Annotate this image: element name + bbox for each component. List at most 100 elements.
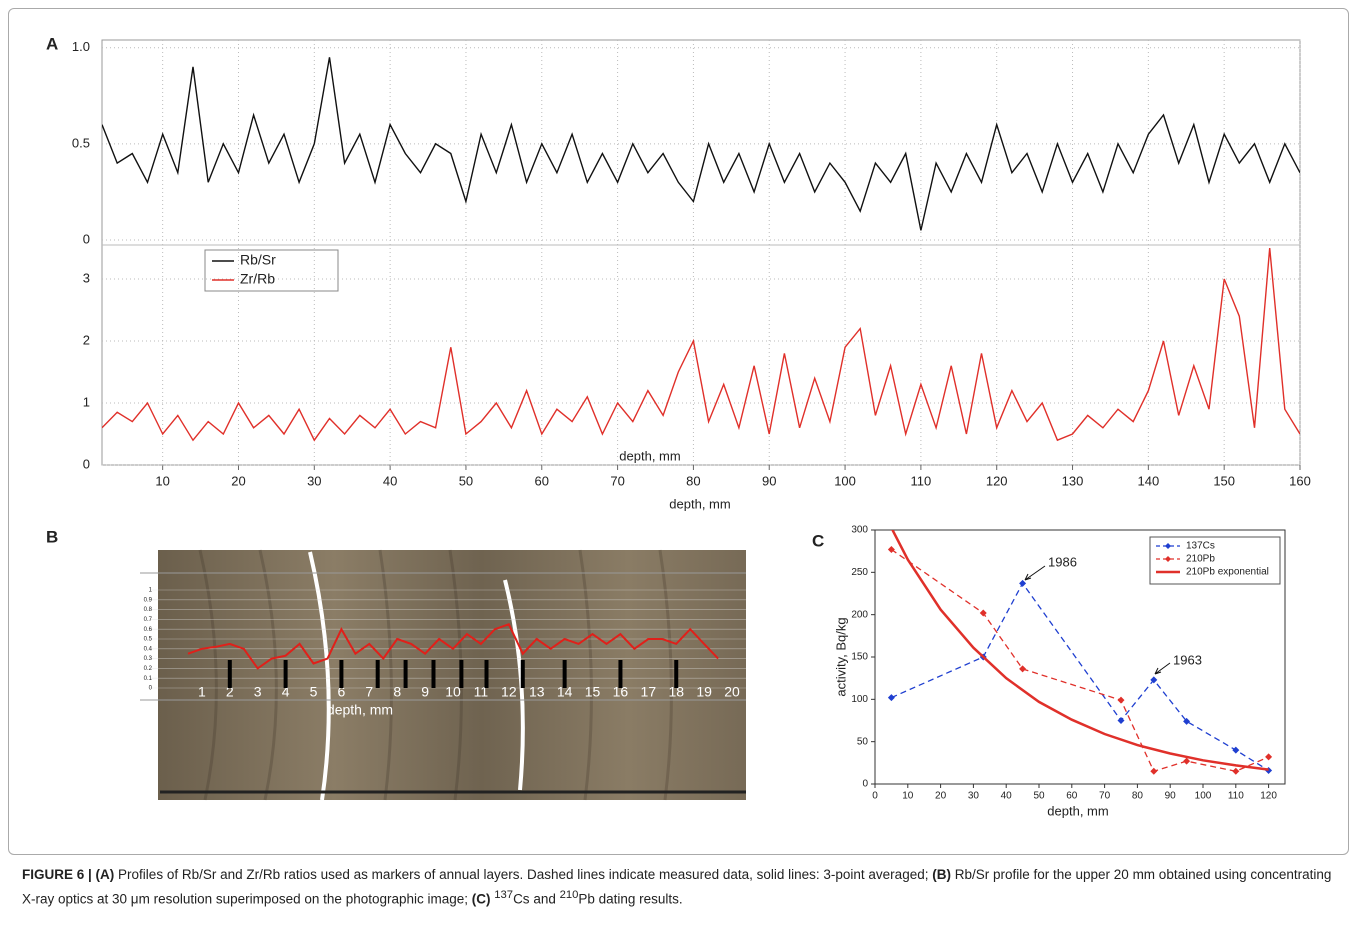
annotation-arrow	[1024, 565, 1046, 581]
layer-marker	[403, 660, 408, 688]
y-tick-label: 150	[851, 652, 868, 663]
x-tick-label: 9	[421, 684, 429, 700]
y-tick-label: 250	[851, 567, 868, 578]
layer-marker	[674, 660, 679, 688]
annotation: 1963	[1173, 652, 1202, 667]
x-tick-label: 10	[155, 473, 169, 488]
data-line	[102, 57, 1300, 231]
x-tick-label: 6	[338, 684, 346, 700]
x-tick-label: 16	[613, 684, 629, 700]
y-tick-label: 0	[83, 231, 90, 246]
x-tick-label: 10	[445, 684, 461, 700]
panel-label: B	[46, 527, 58, 546]
data-point	[1150, 676, 1158, 684]
y-tick-label: 0.2	[144, 666, 153, 672]
caption-sup: 210	[559, 889, 579, 901]
caption-part: (A)	[95, 867, 115, 882]
legend-label: 210Pb	[1186, 554, 1215, 565]
x-tick-label: 130	[1062, 473, 1084, 488]
data-point	[1019, 579, 1027, 587]
y-tick-label: 100	[851, 694, 868, 705]
data-point	[1117, 717, 1125, 724]
caption-part: (C)	[471, 891, 495, 907]
legend-marker	[1165, 543, 1171, 549]
y-tick-label: 0.8	[144, 607, 153, 613]
plot-area	[887, 530, 1273, 775]
annotation-arrow	[1154, 662, 1171, 675]
y-tick-label: 0.4	[144, 646, 153, 652]
x-tick-label: 80	[686, 473, 700, 488]
y-tick-label: 0	[862, 779, 868, 790]
x-tick-label: 110	[1228, 791, 1244, 802]
caption-sup: 137	[494, 889, 514, 901]
x-tick-label: 80	[1132, 791, 1144, 802]
y-tick-label: 3	[83, 270, 90, 285]
caption-text: Rb/Sr profile for the upper 20 mm obtain…	[22, 867, 1332, 907]
x-axis-label: depth, mm	[327, 702, 393, 718]
legend-box	[1149, 536, 1281, 585]
annotation: depth, mm	[619, 448, 680, 463]
y-tick-label: 300	[851, 525, 868, 536]
y-tick-label: 0.3	[144, 656, 153, 662]
y-tick-label: 50	[857, 736, 869, 747]
data-point	[1232, 767, 1240, 775]
x-tick-label: 15	[585, 684, 601, 700]
y-tick-label: 0.6	[144, 627, 153, 633]
x-tick-label: 14	[557, 684, 573, 700]
x-tick-label: 20	[724, 684, 740, 700]
x-tick-label: 100	[1195, 791, 1212, 802]
y-tick-label: 200	[851, 609, 868, 620]
data-line	[891, 548, 1269, 773]
x-tick-label: 13	[529, 684, 545, 700]
data-point	[1232, 746, 1240, 754]
x-tick-label: 70	[1099, 791, 1111, 802]
caption-lead: FIGURE 6 |	[22, 867, 96, 882]
legend-box	[204, 249, 339, 292]
x-tick-label: 17	[641, 684, 657, 700]
layer-marker	[459, 660, 464, 688]
x-tick-label: 140	[1138, 473, 1160, 488]
data-point	[887, 694, 895, 702]
x-tick-label: 10	[902, 791, 914, 802]
legend-label: Rb/Sr	[240, 252, 276, 268]
y-tick-label: 1	[83, 394, 90, 409]
caption-text: Cs and	[513, 891, 560, 907]
layer-marker	[431, 660, 436, 688]
y-tick-label: 1	[149, 588, 153, 594]
y-tick-label: 0.5	[72, 135, 90, 150]
x-tick-label: 30	[968, 791, 980, 802]
x-tick-label: 18	[668, 684, 684, 700]
plot-bottom	[102, 248, 1300, 442]
x-tick-label: 19	[696, 684, 712, 700]
x-tick-label: 20	[935, 791, 947, 802]
layer-marker	[562, 660, 567, 688]
data-line	[102, 248, 1300, 442]
data-line	[891, 530, 1269, 771]
x-tick-label: 12	[501, 684, 517, 700]
x-tick-label: 7	[365, 684, 373, 700]
y-tick-label: 0.7	[144, 617, 153, 623]
y-axis-label: activity, Bq/kg	[833, 617, 848, 696]
data-line	[187, 623, 719, 670]
y-tick-label: 1.0	[72, 39, 90, 54]
x-tick-label: 120	[986, 473, 1008, 488]
annotation: 1986	[1048, 554, 1077, 569]
layer-marker	[283, 660, 288, 688]
figure-panels: A B C 1986 1963 depth, mm depth, mm dept…	[46, 34, 1311, 818]
caption-part: (B)	[932, 867, 951, 882]
panel-label: A	[46, 34, 58, 53]
plot-top	[102, 57, 1300, 231]
photo	[158, 550, 746, 800]
x-tick-label: 8	[393, 684, 401, 700]
y-tick-label: 2	[83, 332, 90, 347]
x-tick-label: 90	[762, 473, 776, 488]
x-tick-label: 60	[535, 473, 549, 488]
x-tick-label: 60	[1066, 791, 1078, 802]
y-tick-label: 0.1	[144, 676, 153, 682]
x-tick-label: 40	[383, 473, 397, 488]
x-tick-label: 0	[872, 791, 878, 802]
data-point	[1265, 753, 1273, 761]
layer-marker	[484, 660, 489, 688]
legend-label: 210Pb exponential	[1186, 567, 1269, 578]
y-tick-label: 0	[83, 456, 90, 471]
